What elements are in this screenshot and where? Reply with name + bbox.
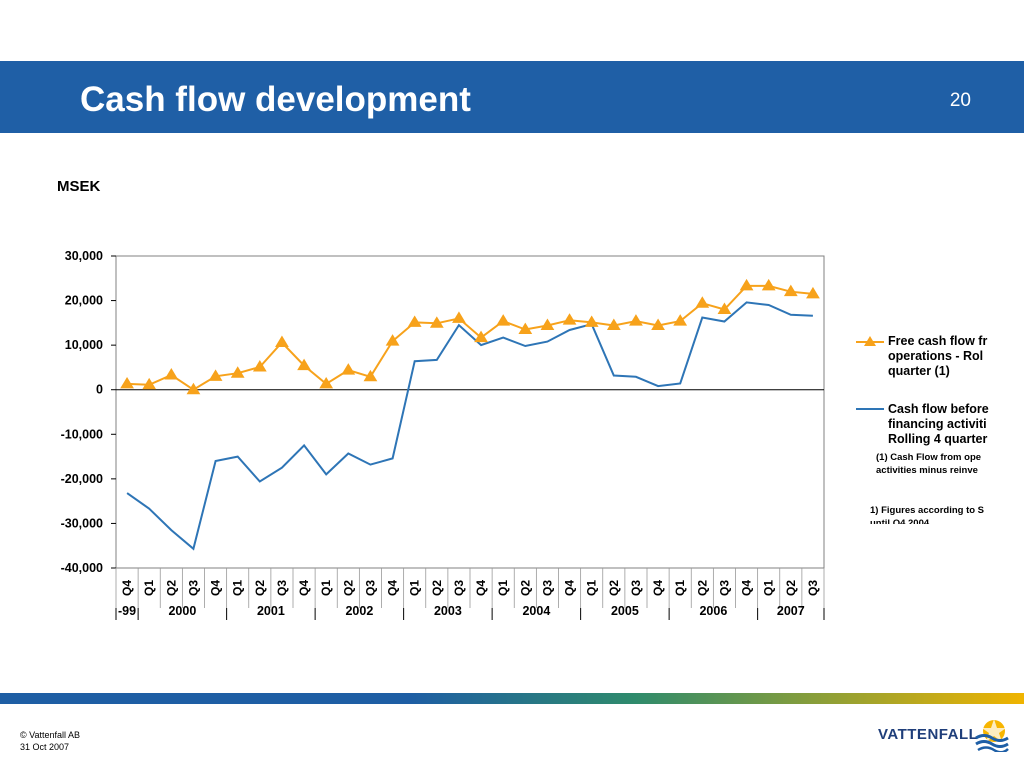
year-group-label: 2001 — [257, 604, 285, 618]
data-point-free-cash-flow — [297, 358, 311, 371]
x-tick-label: Q3 — [186, 580, 200, 596]
x-tick-label: Q1 — [319, 580, 333, 596]
cash-flow-chart: 30,000 20,000 10,000 0 -10,000 -20,000 -30,000… — [61, 249, 884, 620]
data-point-free-cash-flow — [761, 278, 776, 291]
legend-label-cash-flow-before-financing: Cash flow before financing activiti Roll… — [888, 402, 989, 446]
data-point-free-cash-flow — [783, 284, 798, 297]
x-tick-label: Q1 — [408, 580, 422, 596]
data-point-free-cash-flow — [629, 314, 643, 326]
data-point-free-cash-flow — [341, 363, 356, 375]
y-tick-label: -20,000 — [61, 472, 103, 486]
data-point-free-cash-flow — [651, 318, 665, 331]
data-point-free-cash-flow — [429, 316, 444, 328]
data-point-free-cash-flow — [518, 322, 533, 335]
data-point-free-cash-flow — [452, 311, 466, 323]
x-tick-label: Q3 — [452, 580, 466, 596]
legend-label-free-cash-flow: Free cash flow fr operations - Rol quart… — [888, 334, 988, 378]
data-point-free-cash-flow — [673, 314, 688, 326]
y-tick-label: 10,000 — [65, 338, 103, 352]
y-tick-label: -40,000 — [61, 561, 103, 575]
date-text: 31 Oct 2007 — [20, 742, 70, 752]
x-tick-label: Q2 — [695, 580, 709, 596]
data-point-free-cash-flow — [739, 278, 754, 291]
data-point-free-cash-flow — [584, 315, 599, 327]
data-point-free-cash-flow — [540, 318, 555, 331]
x-tick-label: Q4 — [386, 580, 400, 596]
x-tick-label: Q4 — [209, 580, 223, 596]
x-tick-label: Q3 — [275, 580, 289, 596]
year-group-label: -99 — [118, 604, 136, 618]
data-point-free-cash-flow — [120, 376, 134, 389]
data-point-free-cash-flow — [363, 369, 378, 382]
x-tick-label: Q1 — [762, 580, 776, 596]
x-tick-label: Q4 — [474, 580, 488, 596]
series-line-free-cash-flow — [127, 284, 813, 391]
x-tick-label: Q4 — [563, 580, 577, 596]
x-tick-label: Q1 — [585, 580, 599, 596]
slide-title: Cash flow development — [80, 80, 471, 119]
x-tick-label: Q4 — [651, 580, 665, 596]
data-point-free-cash-flow — [186, 382, 201, 395]
year-group-label: 2004 — [522, 604, 550, 618]
x-tick-label: Q3 — [629, 580, 643, 596]
x-tick-label: Q2 — [253, 580, 267, 596]
data-point-free-cash-flow — [319, 376, 334, 389]
data-point-free-cash-flow — [407, 315, 422, 327]
data-point-free-cash-flow — [562, 313, 577, 325]
x-tick-label: Q3 — [363, 580, 377, 596]
vattenfall-logo-text: VATTENFALL — [878, 726, 979, 743]
x-tick-label: Q2 — [784, 580, 798, 596]
y-tick-label: -30,000 — [61, 516, 103, 530]
year-group-label: 2002 — [345, 604, 373, 618]
x-tick-label: Q1 — [673, 580, 687, 596]
year-group-label: 2005 — [611, 604, 639, 618]
x-tick-label: Q4 — [740, 580, 754, 596]
x-tick-label: Q1 — [496, 580, 510, 596]
y-tick-label: -10,000 — [61, 427, 103, 441]
series-line-cash-flow-before-financing — [126, 301, 813, 551]
year-group-label: 2006 — [699, 604, 727, 618]
data-point-free-cash-flow — [252, 360, 267, 372]
data-point-free-cash-flow — [695, 296, 710, 308]
data-point-free-cash-flow — [717, 302, 732, 314]
page-number: 20 — [949, 90, 971, 111]
y-tick-label: 20,000 — [65, 294, 103, 308]
x-tick-label: Q2 — [341, 580, 355, 596]
x-tick-label: Q1 — [142, 580, 156, 596]
x-tick-label: Q1 — [231, 580, 245, 596]
data-point-free-cash-flow — [474, 330, 488, 343]
data-point-free-cash-flow — [142, 377, 157, 390]
title-bar — [0, 61, 1024, 133]
x-tick-label: Q3 — [540, 580, 554, 596]
data-point-free-cash-flow — [164, 368, 179, 380]
x-tick-label: Q4 — [120, 580, 134, 596]
data-point-free-cash-flow — [806, 286, 820, 299]
data-point-free-cash-flow — [230, 366, 245, 378]
plot-area-border — [115, 255, 825, 569]
x-tick-label: Q2 — [607, 580, 621, 596]
x-tick-label: Q2 — [164, 580, 178, 596]
year-group-label: 2007 — [777, 604, 805, 618]
y-tick-label: 0 — [96, 383, 103, 397]
year-group-label: 2003 — [434, 604, 462, 618]
footnote-cash-flow-definition: (1) Cash Flow from ope activities minus … — [876, 452, 982, 476]
x-tick-label: Q3 — [806, 580, 820, 596]
copyright-text: © Vattenfall AB — [20, 730, 80, 740]
footer-gradient-bar — [0, 693, 1024, 704]
vattenfall-logo-icon — [975, 719, 1009, 752]
data-point-free-cash-flow — [496, 314, 511, 326]
legend-marker-free-cash-flow — [864, 336, 876, 346]
year-group-label: 2000 — [168, 604, 196, 618]
unit-label: MSEK — [57, 178, 101, 195]
data-point-free-cash-flow — [208, 369, 223, 381]
data-point-free-cash-flow — [606, 318, 621, 331]
data-point-free-cash-flow — [385, 334, 400, 346]
x-tick-label: Q4 — [297, 580, 311, 596]
x-tick-label: Q2 — [430, 580, 444, 596]
x-tick-label: Q2 — [518, 580, 532, 596]
footnote-accounting-standard: 1) Figures according to S until Q4 2004 — [870, 505, 985, 524]
y-tick-label: 30,000 — [65, 249, 103, 263]
data-point-free-cash-flow — [275, 335, 289, 347]
x-tick-label: Q3 — [717, 580, 731, 596]
